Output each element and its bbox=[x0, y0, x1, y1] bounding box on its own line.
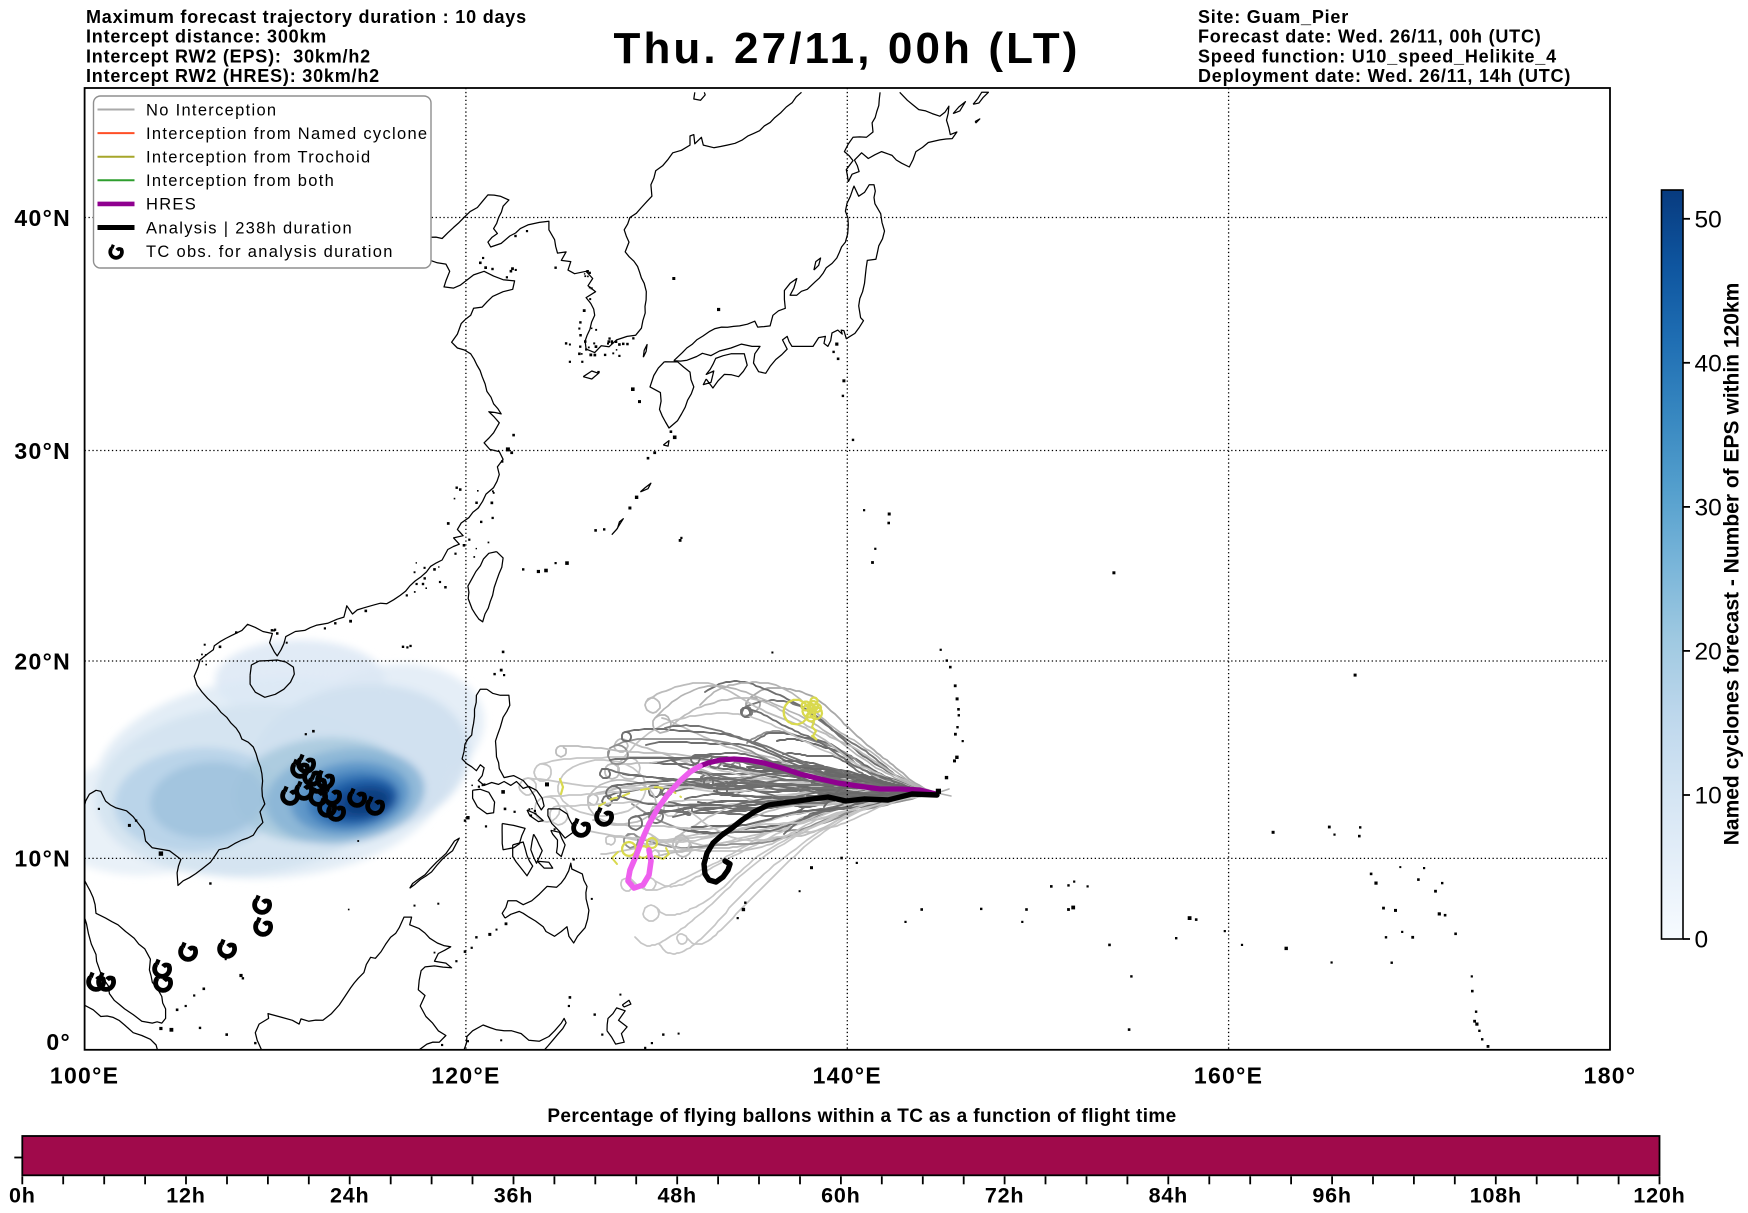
svg-text:140°E: 140°E bbox=[813, 1063, 882, 1089]
svg-text:Interception from Trochoid: Interception from Trochoid bbox=[146, 149, 371, 167]
svg-text:10°N: 10°N bbox=[14, 846, 71, 872]
svg-text:40: 40 bbox=[1695, 350, 1722, 377]
svg-text:30: 30 bbox=[1695, 494, 1722, 521]
svg-text:0°: 0° bbox=[46, 1029, 71, 1055]
svg-text:Maximum forecast trajectory du: Maximum forecast trajectory duration : 1… bbox=[86, 7, 527, 27]
svg-text:20: 20 bbox=[1695, 638, 1722, 665]
svg-text:20°N: 20°N bbox=[14, 648, 71, 674]
svg-text:Forecast date: Wed. 26/11, 00h: Forecast date: Wed. 26/11, 00h (UTC) bbox=[1198, 27, 1542, 47]
svg-text:60h: 60h bbox=[821, 1184, 860, 1208]
svg-text:Speed function: U10_speed_Heli: Speed function: U10_speed_Helikite_4 bbox=[1198, 46, 1557, 66]
svg-text:Interception from Named cyclon: Interception from Named cyclone bbox=[146, 125, 428, 143]
svg-text:Intercept RW2 (HRES): 30km/h2: Intercept RW2 (HRES): 30km/h2 bbox=[86, 66, 380, 86]
svg-text:48h: 48h bbox=[657, 1184, 696, 1208]
svg-text:120h: 120h bbox=[1633, 1184, 1685, 1208]
svg-text:Intercept distance: 300km: Intercept distance: 300km bbox=[86, 27, 327, 47]
svg-text:Deployment date: Wed. 26/11, 1: Deployment date: Wed. 26/11, 14h (UTC) bbox=[1198, 66, 1571, 86]
svg-text:TC obs. for analysis duration: TC obs. for analysis duration bbox=[146, 243, 394, 261]
svg-text:Analysis | 238h duration: Analysis | 238h duration bbox=[146, 219, 353, 237]
svg-text:100°E: 100°E bbox=[50, 1063, 119, 1089]
svg-text:Site: Guam_Pier: Site: Guam_Pier bbox=[1198, 7, 1349, 27]
svg-text:Intercept RW2 (EPS): 30km/h2: Intercept RW2 (EPS): 30km/h2 bbox=[86, 46, 371, 66]
svg-text:108h: 108h bbox=[1470, 1184, 1522, 1208]
svg-text:12h: 12h bbox=[166, 1184, 205, 1208]
svg-text:Percentage of flying ballons w: Percentage of flying ballons within a TC… bbox=[547, 1106, 1176, 1127]
svg-text:180°: 180° bbox=[1584, 1063, 1637, 1089]
svg-text:No Interception: No Interception bbox=[146, 101, 277, 119]
svg-text:0: 0 bbox=[1695, 927, 1709, 954]
svg-text:HRES: HRES bbox=[146, 196, 197, 214]
svg-text:72h: 72h bbox=[985, 1184, 1024, 1208]
svg-text:36h: 36h bbox=[494, 1184, 533, 1208]
svg-text:40°N: 40°N bbox=[14, 205, 71, 231]
svg-text:96h: 96h bbox=[1312, 1184, 1351, 1208]
svg-text:120°E: 120°E bbox=[431, 1063, 500, 1089]
svg-text:0h: 0h bbox=[9, 1184, 36, 1208]
svg-text:Thu. 27/11, 00h (LT): Thu. 27/11, 00h (LT) bbox=[613, 24, 1080, 73]
svg-text:30°N: 30°N bbox=[14, 438, 71, 464]
svg-text:24h: 24h bbox=[330, 1184, 369, 1208]
svg-text:160°E: 160°E bbox=[1194, 1063, 1263, 1089]
svg-text:10: 10 bbox=[1695, 783, 1722, 810]
svg-text:84h: 84h bbox=[1149, 1184, 1188, 1208]
svg-text:Interception from both: Interception from both bbox=[146, 172, 335, 190]
svg-text:Named cyclones forecast - Numb: Named cyclones forecast - Number of EPS … bbox=[1721, 283, 1744, 846]
svg-text:50: 50 bbox=[1695, 206, 1722, 233]
